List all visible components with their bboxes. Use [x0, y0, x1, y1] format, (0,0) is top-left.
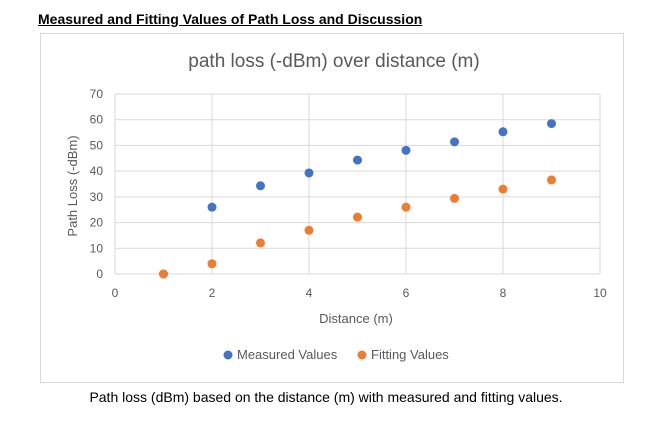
- legend-label-fitting: Fitting Values: [371, 347, 449, 362]
- measured-point: [498, 127, 508, 137]
- measured-point: [207, 202, 217, 212]
- fitting-point: [498, 184, 508, 194]
- x-tick-label: 2: [209, 286, 216, 300]
- x-tick-label: 0: [112, 286, 119, 300]
- measured-point: [256, 181, 265, 191]
- y-tick-label: 50: [90, 138, 104, 152]
- measured-point: [353, 155, 362, 165]
- legend-label-measured: Measured Values: [237, 347, 338, 362]
- x-tick-label: 6: [403, 286, 410, 300]
- y-tick-label: 70: [90, 87, 104, 101]
- chart-legend: Measured Values Fitting Values: [223, 347, 449, 362]
- chart-container: path loss (-dBm) over distance (m) 0 10 20…: [40, 33, 624, 383]
- measured-point: [450, 137, 459, 147]
- fitting-point: [159, 269, 168, 279]
- fitting-point: [256, 238, 265, 248]
- measured-point: [547, 119, 556, 129]
- section-heading: Measured and Fitting Values of Path Loss…: [38, 11, 423, 27]
- y-tick-label: 40: [90, 164, 104, 178]
- tick-labels: 0 10 20 30 40 50 60 70 0 2 4 6 8 10: [90, 87, 607, 300]
- measured-point: [304, 168, 314, 178]
- data-points: [159, 119, 556, 279]
- y-tick-label: 20: [90, 216, 104, 230]
- fitting-point: [547, 175, 556, 185]
- fitting-point: [353, 212, 362, 222]
- scatter-chart: path loss (-dBm) over distance (m) 01020…: [65, 51, 607, 362]
- y-axis-label: Path Loss (-dBm): [65, 135, 80, 236]
- figure-caption: Path loss (dBm) based on the distance (m…: [89, 389, 563, 405]
- y-tick-label: 30: [90, 190, 104, 204]
- x-tick-label: 4: [306, 286, 313, 300]
- fitting-point: [401, 202, 411, 212]
- grid-lines: [114, 93, 601, 275]
- legend-marker-measured: [223, 350, 233, 360]
- y-tick-label: 0: [96, 267, 103, 281]
- x-axis-label: Distance (m): [319, 311, 393, 326]
- legend-marker-fitting: [357, 350, 367, 360]
- measured-point: [401, 145, 411, 155]
- fitting-point: [207, 259, 217, 269]
- fitting-point: [304, 225, 314, 235]
- y-tick-label: 10: [90, 241, 104, 255]
- chart-title: path loss (-dBm) over distance (m): [188, 51, 479, 72]
- x-tick-label: 8: [500, 286, 507, 300]
- y-tick-label: 60: [90, 113, 104, 127]
- x-tick-label: 10: [593, 286, 607, 300]
- fitting-point: [450, 193, 459, 203]
